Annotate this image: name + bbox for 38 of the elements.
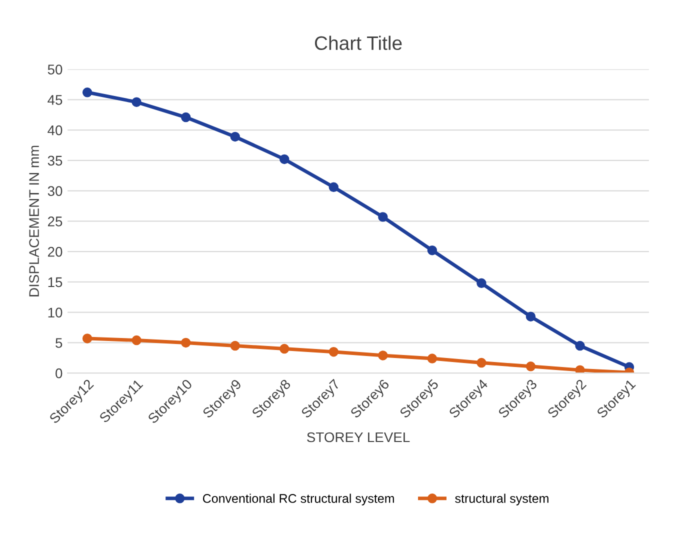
legend-label: structural system xyxy=(455,494,548,506)
point xyxy=(575,365,585,374)
y-tick-label: 25 xyxy=(48,216,62,226)
point xyxy=(476,278,486,288)
point xyxy=(575,340,585,351)
point xyxy=(476,358,486,368)
point xyxy=(328,346,339,357)
legend-label: Conventional RC structural system xyxy=(202,494,394,506)
point xyxy=(132,335,142,346)
point xyxy=(378,212,388,222)
point xyxy=(280,154,290,164)
point xyxy=(82,334,92,344)
point xyxy=(427,354,438,364)
point xyxy=(280,344,290,354)
y-tick-label: 20 xyxy=(48,246,62,257)
y-tick-label: 35 xyxy=(48,156,62,166)
point xyxy=(526,362,536,372)
point xyxy=(526,312,536,322)
point xyxy=(378,350,388,360)
y-tick-label: 45 xyxy=(48,95,62,105)
x-axis-title: STOREY LEVEL xyxy=(307,432,410,442)
y-tick-label: 40 xyxy=(48,125,62,136)
point xyxy=(180,112,191,122)
y-tick-label: 10 xyxy=(48,308,62,318)
y-tick-label: 15 xyxy=(48,277,62,288)
chart-title: Chart Title xyxy=(314,36,402,50)
point xyxy=(82,88,92,98)
point xyxy=(230,132,240,142)
point xyxy=(132,97,142,107)
y-tick-label: 0 xyxy=(56,368,62,378)
point xyxy=(427,246,438,256)
point xyxy=(328,182,339,192)
y-axis-title: DISPLACEMENT IN mm xyxy=(29,146,39,296)
y-tick-label: 30 xyxy=(48,186,62,196)
point xyxy=(180,338,191,348)
y-tick-label: 50 xyxy=(48,64,62,74)
point xyxy=(230,340,240,351)
y-tick-label: 5 xyxy=(56,338,62,348)
